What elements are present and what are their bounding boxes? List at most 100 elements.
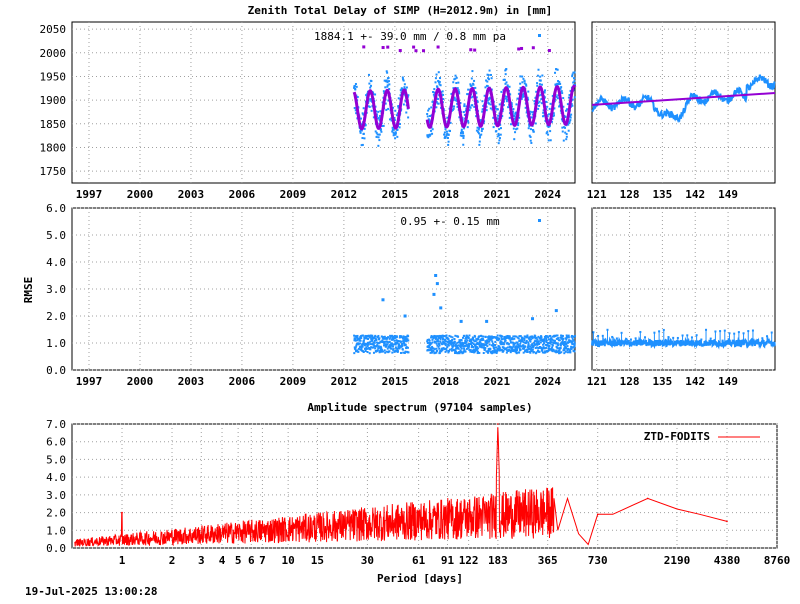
ztd-point bbox=[361, 143, 364, 146]
rmse-point bbox=[485, 342, 488, 345]
ztd-point bbox=[378, 114, 381, 117]
rmse-point bbox=[568, 341, 571, 344]
rmse-xtick-label: 1997 bbox=[76, 375, 103, 388]
rmse-point bbox=[567, 348, 570, 351]
ztd-point bbox=[518, 89, 521, 92]
rmse-point bbox=[479, 339, 482, 342]
ztd-point bbox=[539, 75, 542, 78]
ztd-outlier-point bbox=[386, 45, 390, 49]
rmse-point bbox=[529, 351, 532, 354]
rmse-recent-point bbox=[648, 338, 651, 341]
spectrum-ytick-label: 1.0 bbox=[46, 524, 66, 537]
ztd-point bbox=[523, 80, 526, 83]
ztd-point bbox=[372, 91, 375, 94]
rmse-point bbox=[479, 341, 482, 344]
ztd-point bbox=[427, 136, 430, 139]
ztd-point bbox=[360, 144, 363, 147]
rmse-point bbox=[503, 337, 506, 340]
spectrum-peak-point bbox=[121, 511, 123, 514]
rmse-point bbox=[498, 347, 501, 350]
rmse-recent-point bbox=[686, 334, 689, 337]
rmse-point bbox=[564, 345, 567, 348]
ztd-point bbox=[428, 107, 431, 110]
ztd-point bbox=[537, 68, 540, 71]
rmse-point bbox=[550, 341, 553, 344]
rmse-point bbox=[470, 343, 473, 346]
rmse-point bbox=[482, 346, 485, 349]
ztd-point bbox=[538, 94, 541, 97]
ztd-point bbox=[528, 125, 531, 128]
ztd-point bbox=[380, 130, 383, 133]
rmse-point bbox=[495, 336, 498, 339]
rmse-point bbox=[504, 348, 507, 351]
rmse-point bbox=[548, 348, 551, 351]
rmse-point bbox=[511, 338, 514, 341]
rmse-point bbox=[404, 343, 407, 346]
rmse-point bbox=[382, 340, 385, 343]
rmse-point bbox=[513, 337, 516, 340]
rmse-point bbox=[372, 343, 375, 346]
rmse-point bbox=[520, 339, 523, 342]
spectrum-ytick-label: 5.0 bbox=[46, 453, 66, 466]
ztd-point bbox=[498, 137, 501, 140]
ztd-point bbox=[392, 106, 395, 109]
rmse-point bbox=[506, 349, 509, 352]
ztd-point bbox=[460, 132, 463, 135]
rmse-point bbox=[373, 339, 376, 342]
ztd-point bbox=[386, 85, 389, 88]
rmse-point bbox=[541, 340, 544, 343]
rmse-point bbox=[506, 341, 509, 344]
rmse-recent-point bbox=[761, 337, 764, 340]
rmse-point bbox=[538, 342, 541, 345]
ztd-point bbox=[553, 107, 556, 110]
rmse-point bbox=[443, 335, 446, 338]
rmse-point bbox=[480, 334, 483, 337]
ztd-xtick-label: 2018 bbox=[433, 188, 460, 201]
rmse-point bbox=[515, 341, 518, 344]
ztd-xtick-label: 2021 bbox=[484, 188, 511, 201]
rmse-point bbox=[362, 341, 365, 344]
ztd-point bbox=[378, 139, 381, 142]
ztd-point bbox=[429, 120, 432, 123]
ztd-xtick-label: 1997 bbox=[76, 188, 103, 201]
spectrum-xtick-label: 91 bbox=[441, 554, 455, 567]
rmse-point bbox=[491, 351, 494, 354]
ztd-point bbox=[462, 111, 465, 114]
rmse-point bbox=[439, 340, 442, 343]
rmse-point bbox=[390, 342, 393, 345]
rmse-point bbox=[511, 347, 514, 350]
spectrum-ytick-label: 2.0 bbox=[46, 507, 66, 520]
ztd-point bbox=[362, 132, 365, 135]
ztd-point bbox=[376, 115, 379, 118]
ztd-point bbox=[505, 81, 508, 84]
ztd-point bbox=[537, 101, 540, 104]
rmse-point bbox=[573, 343, 576, 346]
ztd-point bbox=[355, 85, 358, 88]
rmse-point bbox=[442, 337, 445, 340]
ztd-point bbox=[396, 135, 399, 138]
rmse-point bbox=[448, 350, 451, 353]
spectrum-peak-point bbox=[497, 423, 499, 425]
rmse-point bbox=[361, 334, 364, 337]
rmse-point bbox=[428, 339, 431, 342]
ztd-point bbox=[544, 89, 547, 92]
rmse-point bbox=[443, 348, 446, 351]
ztd-point bbox=[377, 144, 380, 147]
rmse-point bbox=[567, 336, 570, 339]
ztd-point bbox=[521, 75, 524, 78]
rmse-point bbox=[445, 349, 448, 352]
rmse-point bbox=[492, 343, 495, 346]
rmse-point bbox=[492, 345, 495, 348]
ztd-outlier-point bbox=[412, 45, 416, 49]
ztd-point bbox=[454, 77, 457, 80]
rmse-point bbox=[438, 344, 441, 347]
ztd-point bbox=[522, 92, 525, 95]
ztd-point bbox=[475, 129, 478, 132]
rmse-point bbox=[354, 348, 357, 351]
rmse-point bbox=[565, 342, 568, 345]
rmse-point bbox=[403, 339, 406, 342]
rmse-point bbox=[450, 342, 453, 345]
rmse-point bbox=[523, 335, 526, 338]
rmse-point bbox=[475, 345, 478, 348]
